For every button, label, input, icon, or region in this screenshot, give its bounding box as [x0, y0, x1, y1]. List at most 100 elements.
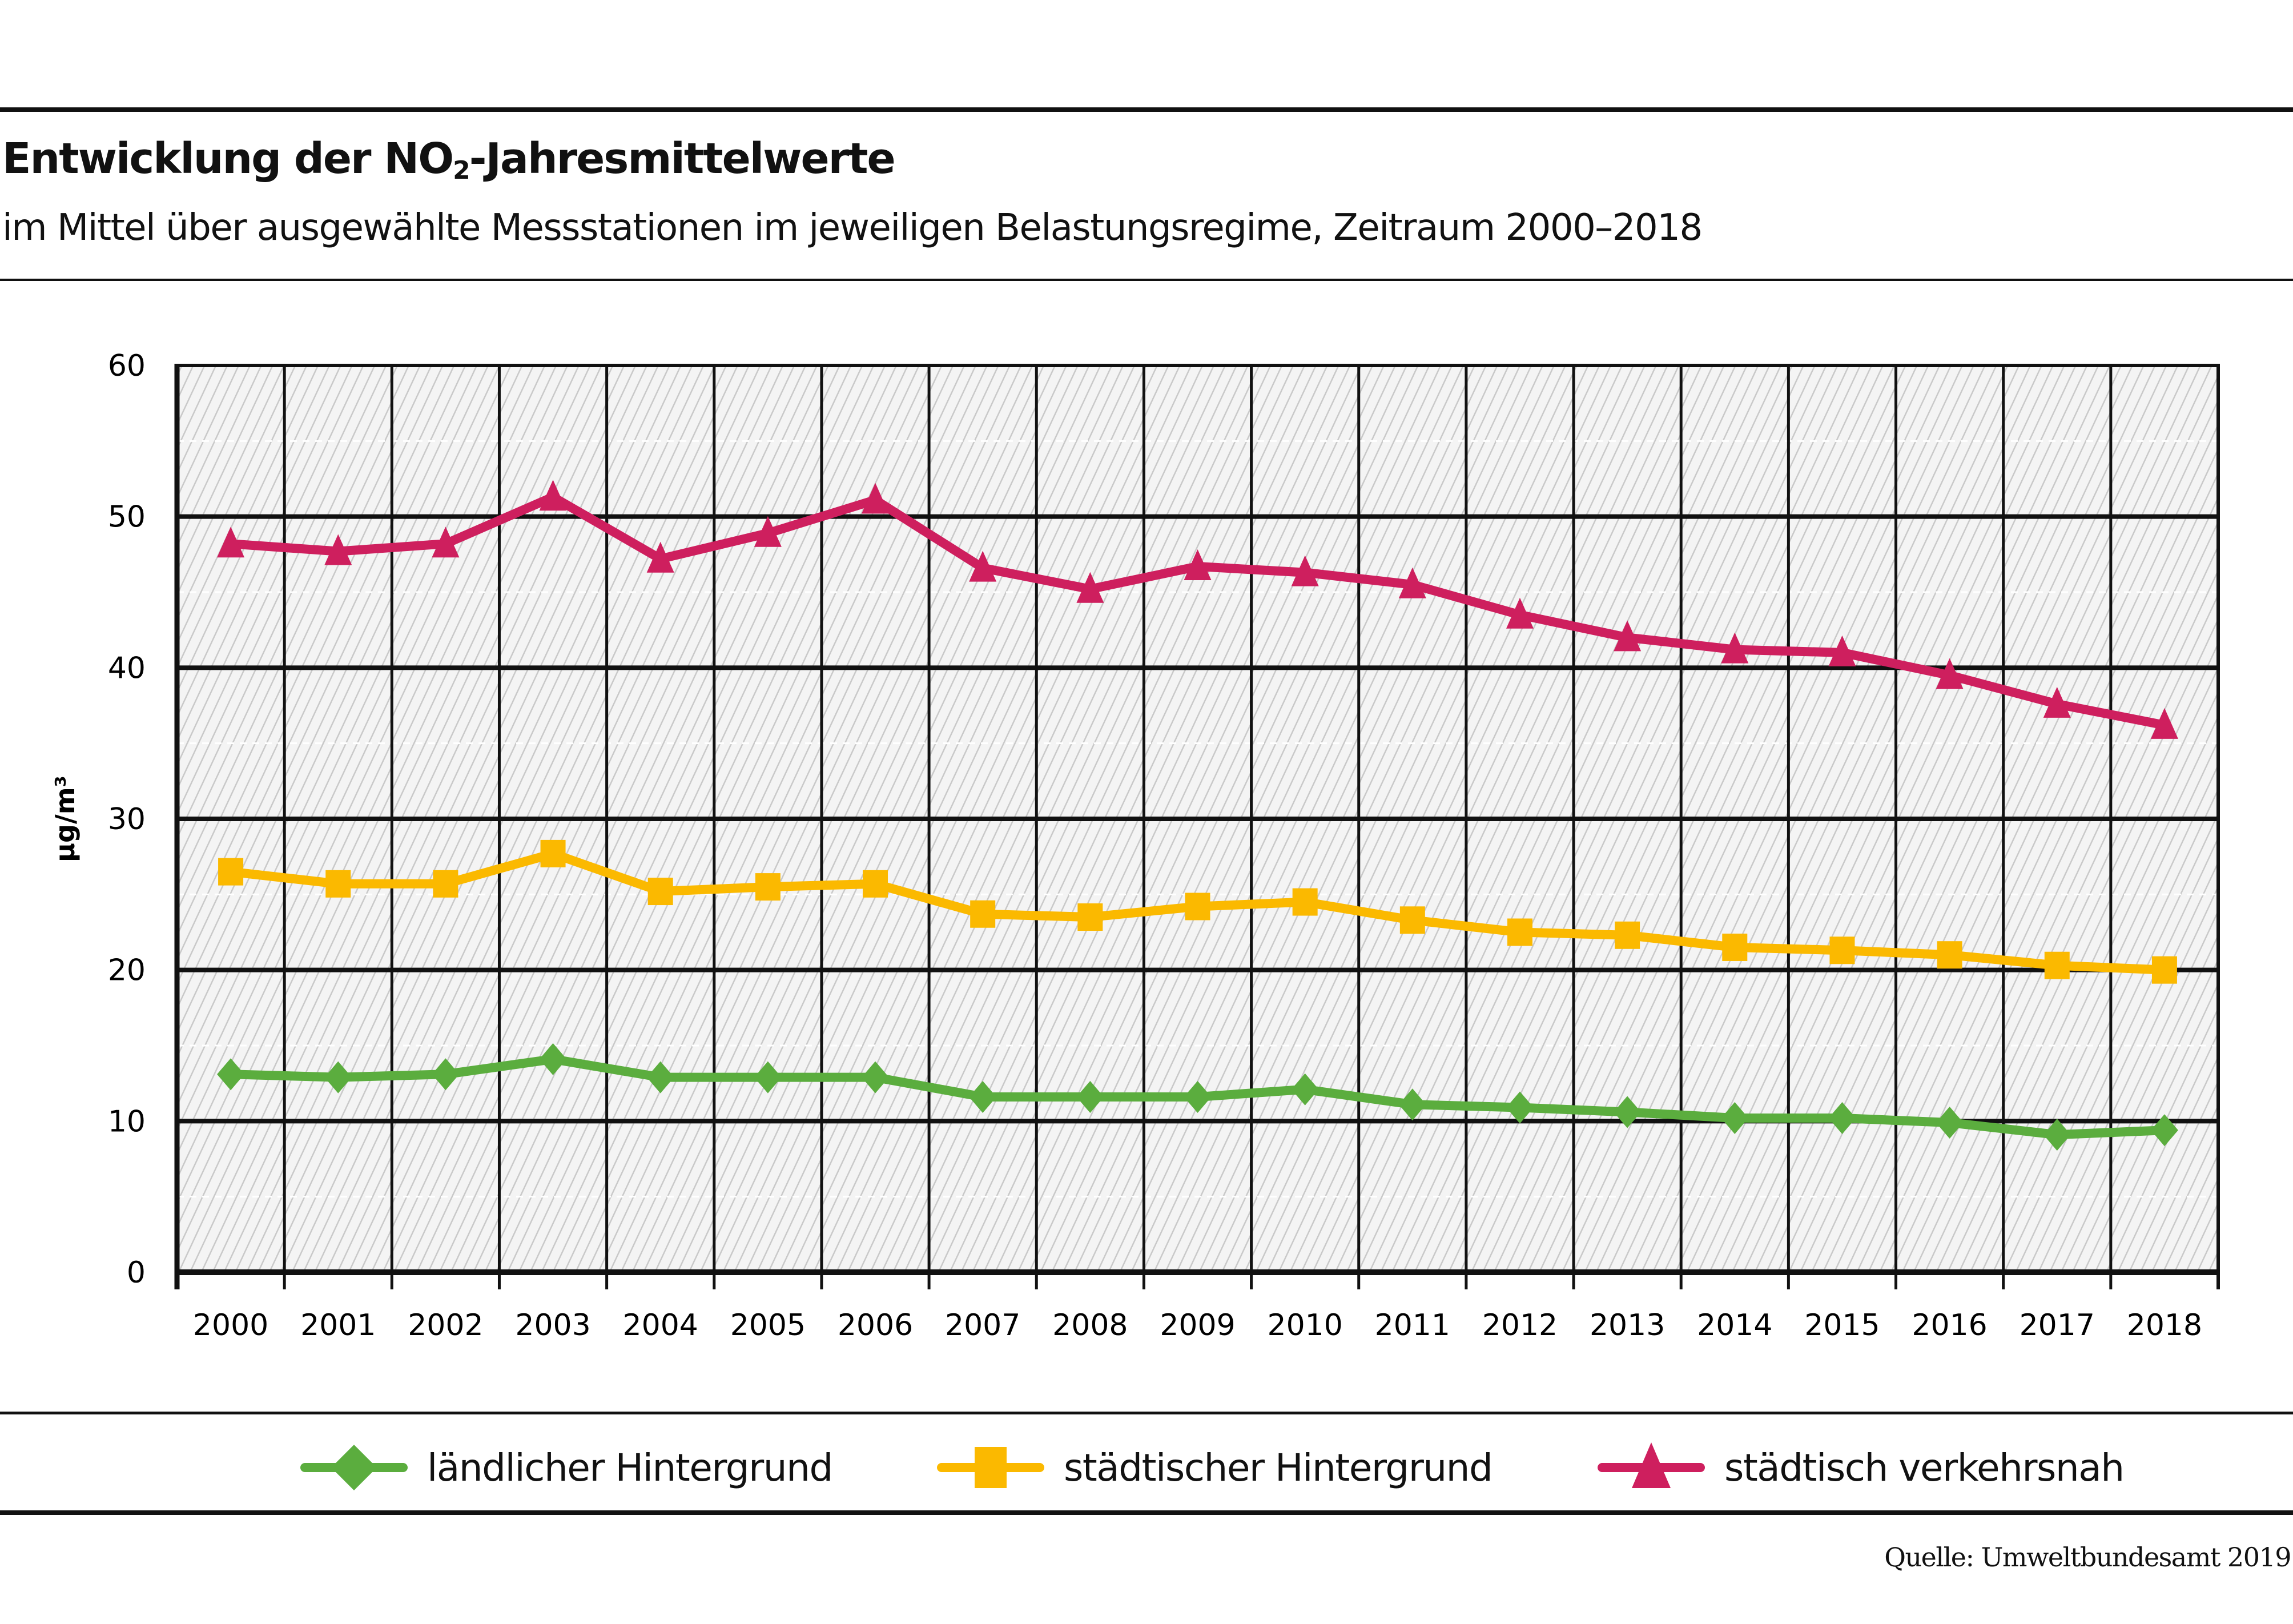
- data-point: [1614, 1096, 1642, 1128]
- data-point: [1399, 906, 1425, 934]
- data-point: [1292, 888, 1318, 916]
- legend-item-staedtisch-verkehrsnah: städtisch verkehrsnah: [1594, 1433, 2125, 1502]
- y-tick-label: 40: [108, 651, 146, 685]
- data-point: [2150, 1114, 2178, 1147]
- data-point: [969, 1080, 997, 1113]
- data-point: [1936, 1106, 1964, 1139]
- data-point: [1184, 1080, 1212, 1113]
- data-point: [1291, 1073, 1319, 1106]
- data-point: [754, 1061, 782, 1094]
- y-tick-label: 0: [127, 1256, 146, 1290]
- y-tick-label: 20: [108, 954, 146, 988]
- square-marker-icon: [937, 1447, 1044, 1488]
- data-point: [433, 870, 458, 898]
- data-point: [862, 483, 890, 514]
- data-point: [863, 870, 888, 898]
- diamond-marker-icon: [300, 1445, 408, 1490]
- data-point: [432, 526, 460, 558]
- data-point: [1721, 1102, 1749, 1135]
- axes: [174, 364, 2220, 1289]
- source-note: Quelle: Umweltbundesamt 2019: [1884, 1542, 2291, 1573]
- series-2: [217, 480, 2178, 739]
- series-1: [218, 839, 2177, 984]
- x-tick-label: 2017: [2020, 1308, 2095, 1342]
- chart-title: Entwicklung der NO2-Jahresmittelwerte: [2, 134, 896, 185]
- legend-label: ländlicher Hintergrund: [427, 1445, 833, 1490]
- legend-bottom-rule: [0, 1510, 2293, 1515]
- y-axis-label: µg/m³: [50, 775, 81, 862]
- top-rule: [0, 107, 2293, 112]
- data-point: [1936, 658, 1964, 689]
- legend: ländlicher Hintergrund städtischer Hinte…: [0, 1433, 2293, 1502]
- x-tick-label: 2001: [300, 1308, 376, 1342]
- data-point: [1722, 933, 1748, 961]
- legend-label: städtischer Hintergrund: [1064, 1445, 1493, 1490]
- data-point: [1291, 555, 1319, 586]
- data-point: [432, 1058, 460, 1091]
- x-tick-label: 2003: [515, 1308, 590, 1342]
- data-point: [969, 550, 997, 582]
- data-point: [1185, 893, 1210, 920]
- data-point: [1076, 1080, 1104, 1113]
- data-point: [1829, 936, 1855, 964]
- data-point: [1507, 918, 1532, 946]
- series-group: [217, 480, 2178, 1151]
- x-tick-label: 2011: [1375, 1308, 1450, 1342]
- y-tick-label: 50: [108, 500, 146, 534]
- x-tick-label: 2010: [1267, 1308, 1342, 1342]
- y-tick-label: 60: [108, 349, 146, 383]
- data-point: [2043, 1119, 2071, 1151]
- header-bottom-rule: [0, 279, 2293, 281]
- x-tick-label: 2016: [1912, 1308, 1987, 1342]
- data-point: [1184, 549, 1212, 581]
- tick-labels: 0 10 20 30 40 50 60 2000 2001 2002 2003 2004 2005 200…: [108, 349, 2202, 1342]
- data-point: [1076, 572, 1104, 603]
- data-point: [646, 1061, 674, 1094]
- data-point: [1506, 597, 1534, 629]
- legend-item-laendlich: ländlicher Hintergrund: [297, 1433, 833, 1502]
- data-point: [1828, 635, 1856, 666]
- data-point: [2043, 686, 2071, 718]
- data-point: [970, 900, 996, 928]
- data-point: [218, 858, 244, 886]
- data-point: [1506, 1091, 1534, 1124]
- x-tick-label: 2014: [1697, 1308, 1772, 1342]
- data-point: [325, 870, 351, 898]
- y-tick-label: 30: [108, 802, 146, 837]
- chart-subtitle: im Mittel über ausgewählte Messstationen…: [2, 207, 1703, 249]
- y-tick-label: 10: [108, 1104, 146, 1139]
- x-tick-label: 2008: [1052, 1308, 1128, 1342]
- data-point: [1828, 1102, 1856, 1135]
- x-tick-label: 2000: [193, 1308, 268, 1342]
- data-point: [539, 480, 567, 511]
- data-point: [539, 1043, 567, 1075]
- data-point: [1937, 941, 1962, 969]
- x-tick-label: 2005: [730, 1308, 806, 1342]
- data-point: [1615, 921, 1640, 949]
- data-point: [324, 534, 352, 565]
- x-tick-label: 2004: [623, 1308, 698, 1342]
- x-tick-label: 2009: [1160, 1308, 1235, 1342]
- x-tick-label: 2006: [838, 1308, 913, 1342]
- data-point: [1614, 620, 1642, 652]
- x-tick-label: 2012: [1482, 1308, 1558, 1342]
- data-point: [755, 873, 781, 901]
- triangle-marker-icon: [1598, 1442, 1705, 1488]
- x-tick-label: 2018: [2127, 1308, 2202, 1342]
- legend-label: städtisch verkehrsnah: [1724, 1445, 2125, 1490]
- data-point: [540, 839, 566, 867]
- data-point: [324, 1061, 352, 1094]
- data-point: [2044, 951, 2070, 979]
- data-point: [2150, 708, 2178, 739]
- data-point: [647, 878, 673, 906]
- x-tick-label: 2007: [945, 1308, 1020, 1342]
- data-point: [1398, 1088, 1426, 1121]
- x-tick-label: 2015: [1804, 1308, 1880, 1342]
- grid-lines: [177, 364, 2218, 1289]
- data-point: [862, 1061, 890, 1094]
- data-point: [2151, 956, 2177, 984]
- data-point: [1398, 567, 1426, 598]
- data-point: [646, 541, 674, 573]
- legend-top-rule: [0, 1412, 2293, 1414]
- legend-item-staedtisch-hintergrund: städtischer Hintergrund: [934, 1433, 1493, 1502]
